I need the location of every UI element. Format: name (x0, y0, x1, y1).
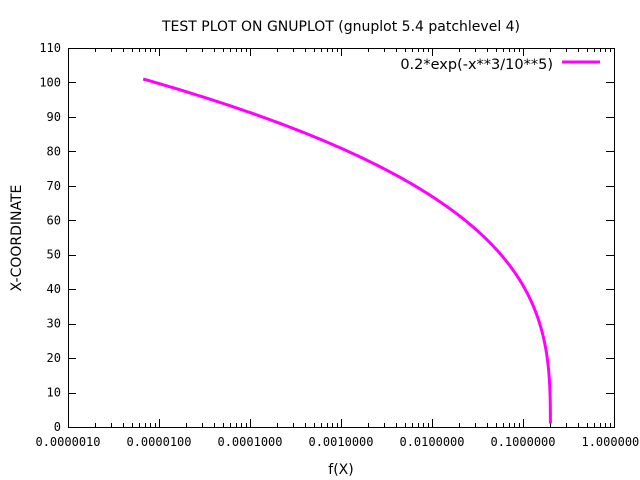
x-tick-label: 0.0010000 (308, 435, 373, 449)
plot-frame (68, 48, 615, 428)
y-tick-label: 0 (54, 420, 61, 434)
y-tick-label: 80 (47, 144, 61, 158)
legend-label: 0.2*exp(-x**3/10**5) (400, 57, 553, 73)
legend: 0.2*exp(-x**3/10**5) (400, 57, 600, 73)
ticks-group: 0 10 20 30 40 50 60 70 80 90 100 110 0.0000010 0.0000… (35, 41, 640, 449)
x-tick-label: 0.0001000 (217, 435, 282, 449)
y-tick-label: 30 (47, 317, 61, 331)
y-tick-label: 40 (47, 282, 61, 296)
y-tick-label: 110 (39, 41, 61, 55)
series-line (142, 77, 552, 425)
y-tick-label: 60 (47, 213, 61, 227)
y-tick-label: 20 (47, 351, 61, 365)
x-tick-label: 0.0000100 (126, 435, 191, 449)
x-tick-label: 0.1000000 (490, 435, 555, 449)
x-tick-label: 0.0100000 (399, 435, 464, 449)
chart-title: TEST PLOT ON GNUPLOT (gnuplot 5.4 patchl… (161, 19, 520, 35)
x-tick-label: 0.0000010 (35, 435, 100, 449)
y-axis-label: X-COORDINATE (9, 185, 25, 292)
x-axis-label: f(X) (328, 462, 353, 478)
y-tick-label: 70 (47, 179, 61, 193)
y-tick-label: 50 (47, 248, 61, 262)
y-tick-label: 10 (47, 386, 61, 400)
series-layer (142, 77, 552, 425)
y-tick-label: 90 (47, 110, 61, 124)
y-tick-label: 100 (39, 75, 61, 89)
